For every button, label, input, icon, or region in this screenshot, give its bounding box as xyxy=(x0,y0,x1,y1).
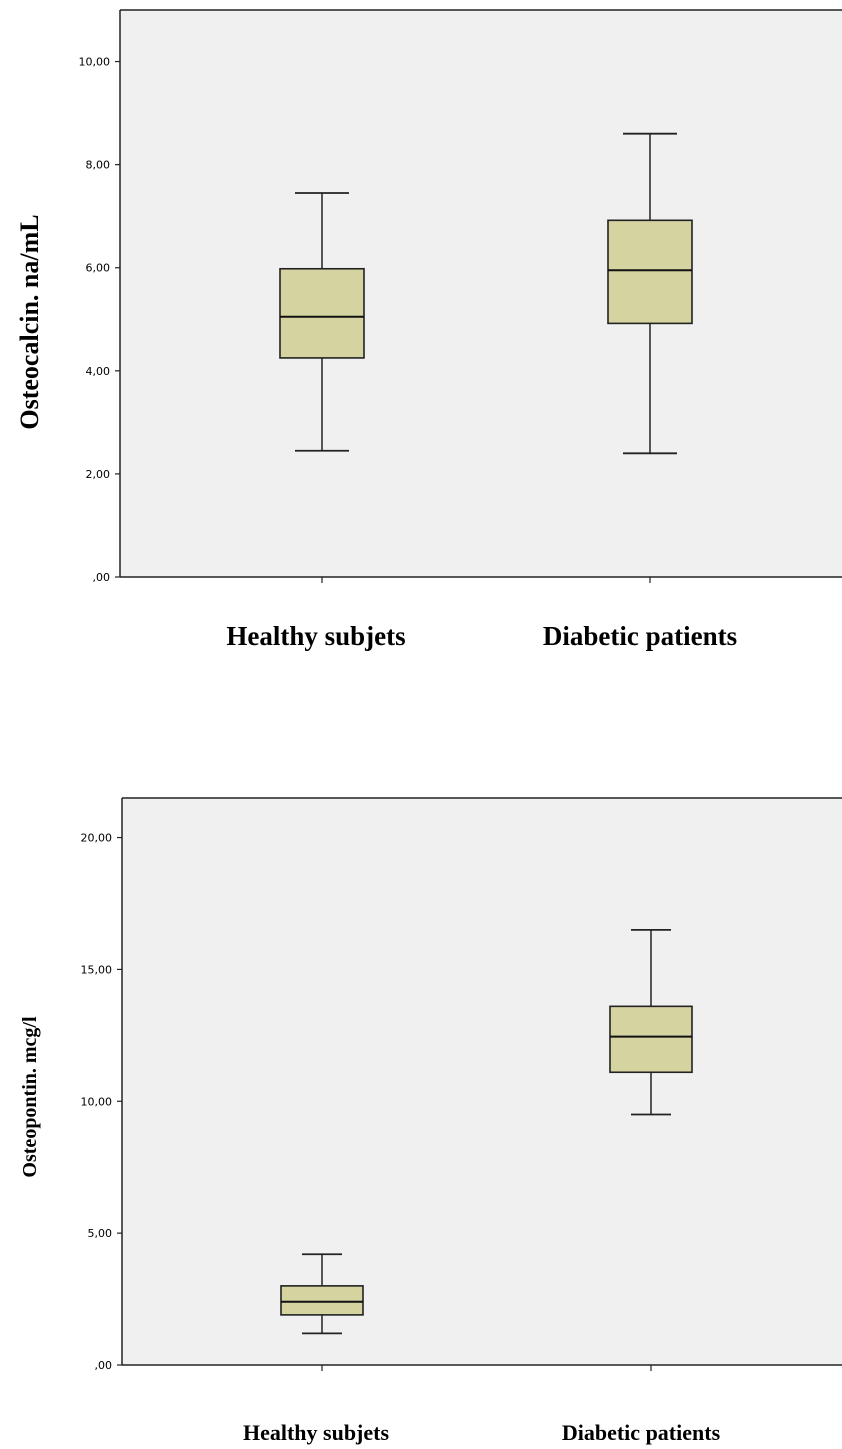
iqr-box xyxy=(607,219,693,325)
x-category-label: Diabetic patients xyxy=(562,1420,721,1445)
y-tick-label: 6,00 xyxy=(86,262,111,275)
x-category-label: Diabetic patients xyxy=(543,621,737,651)
y-tick-label: 10,00 xyxy=(81,1095,113,1108)
y-axis-title: Osteopontin. mcg/l xyxy=(19,1016,41,1178)
y-tick-label: 20,00 xyxy=(81,832,113,845)
y-tick-label: 4,00 xyxy=(86,365,111,378)
y-tick-label: 2,00 xyxy=(86,468,111,481)
plot-area xyxy=(120,10,842,577)
y-tick-label: ,00 xyxy=(93,571,111,584)
boxes xyxy=(279,132,693,583)
y-axis-title: Osteocalcin. na/mL xyxy=(15,214,44,429)
iqr-box xyxy=(280,1285,364,1316)
y-tick-label: 5,00 xyxy=(88,1227,113,1240)
chart-osteocalcin: ,00 2,00 4,00 6,00 8,00 10,00 Healthy subjets… xyxy=(15,9,842,651)
y-ticks: ,00 5,00 10,00 15,00 20,00 xyxy=(81,832,122,1372)
x-category-labels: Healthy subjets Diabetic patients xyxy=(226,621,737,651)
x-category-labels: Healthy subjets Diabetic patients xyxy=(243,1420,721,1445)
y-tick-label: ,00 xyxy=(95,1359,113,1372)
iqr-box xyxy=(609,1005,693,1074)
y-tick-label: 15,00 xyxy=(81,963,113,976)
boxes xyxy=(280,928,693,1371)
y-ticks: ,00 2,00 4,00 6,00 8,00 10,00 xyxy=(79,56,120,584)
y-tick-label: 8,00 xyxy=(86,159,111,172)
iqr-box xyxy=(279,267,365,359)
plot-area xyxy=(122,798,842,1365)
chart-osteopontin: ,00 5,00 10,00 15,00 20,00 Healthy subjets Di… xyxy=(19,797,842,1445)
x-category-label: Healthy subjets xyxy=(226,621,405,651)
x-category-label: Healthy subjets xyxy=(243,1420,390,1445)
y-tick-label: 10,00 xyxy=(79,56,111,69)
